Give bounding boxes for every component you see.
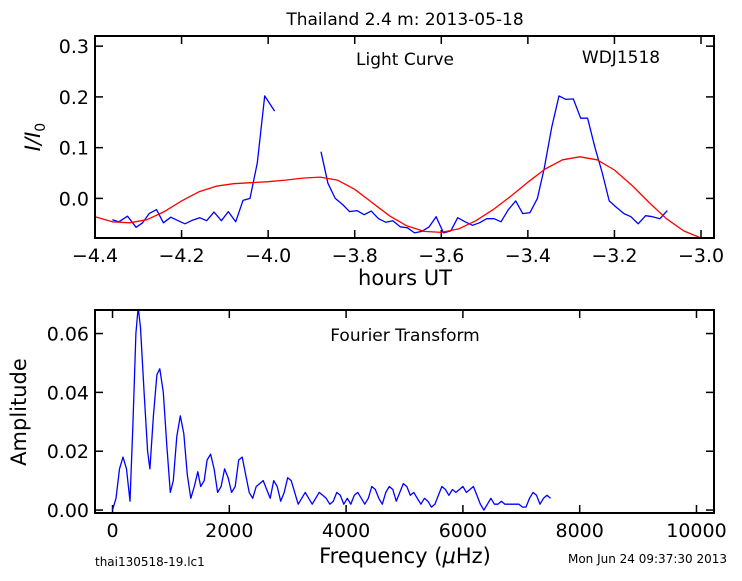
lc-xtick-label-0: −4.4 bbox=[72, 245, 118, 267]
lc-series-0-segment-1 bbox=[320, 95, 668, 234]
lc-xtick-label-5: −3.4 bbox=[505, 245, 551, 267]
fourier-y-label: Amplitude bbox=[7, 358, 31, 466]
fourier-x-label: Frequency (μHz) bbox=[319, 544, 491, 568]
lc-xtick-label-3: −3.8 bbox=[332, 245, 378, 267]
lc-xtick-label-7: −3.0 bbox=[678, 245, 724, 267]
lc-ytick-label-0: 0.0 bbox=[59, 188, 89, 210]
fourier-annotation: Fourier Transform bbox=[330, 326, 479, 346]
ft-series-0-segment-0 bbox=[111, 310, 551, 511]
fourier-panel: 0 2000 4000 6000 8000 10000 0.00 0.02 0.04 0.06 F… bbox=[7, 309, 727, 568]
light-curve-ticks: −4.4 −4.2 −4.0 −3.8 −3.6 −3.4 −3.2 −3.0 0.0 0.1 0.… bbox=[59, 36, 724, 267]
fourier-x-label-mu: μ bbox=[441, 544, 455, 568]
lc-ytick-label-2: 0.2 bbox=[59, 87, 89, 109]
ft-ytick-label-2: 0.04 bbox=[47, 382, 89, 404]
ft-ytick-label-1: 0.02 bbox=[47, 441, 89, 463]
footer-filename: thai130518-19.lc1 bbox=[95, 555, 205, 569]
fourier-ticks: 0 2000 4000 6000 8000 10000 0.00 0.02 0.04 0.06 bbox=[47, 310, 727, 542]
lc-xtick-label-2: −4.0 bbox=[245, 245, 291, 267]
lc-series-1-segment-0 bbox=[95, 156, 702, 238]
light-curve-series bbox=[95, 95, 702, 238]
footer-timestamp: Mon Jun 24 09:37:30 2013 bbox=[568, 552, 727, 566]
fourier-x-label-prefix: Frequency ( bbox=[319, 544, 442, 568]
figure-title: Thailand 2.4 m: 2013-05-18 bbox=[285, 10, 523, 30]
y-label-divider: / bbox=[21, 136, 45, 147]
lc-ytick-label-1: 0.1 bbox=[59, 138, 89, 160]
ft-ytick-label-3: 0.06 bbox=[47, 324, 89, 346]
fourier-series bbox=[111, 310, 551, 511]
light-curve-annotation: Light Curve bbox=[356, 50, 454, 70]
ft-ytick-label-0: 0.00 bbox=[47, 500, 89, 522]
y-label-intensity: I bbox=[21, 145, 45, 151]
light-curve-panel: −4.4 −4.2 −4.0 −3.8 −3.6 −3.4 −3.2 −3.0 0.0 0.1 0.… bbox=[21, 35, 724, 290]
fourier-frame bbox=[94, 309, 715, 514]
ft-xtick-label-1: 2000 bbox=[205, 520, 253, 542]
lc-xtick-label-4: −3.6 bbox=[418, 245, 464, 267]
y-label-reference: I bbox=[21, 132, 45, 138]
lc-ytick-label-3: 0.3 bbox=[59, 36, 89, 58]
y-label-subscript: 0 bbox=[33, 123, 49, 132]
ft-xtick-label-3: 6000 bbox=[439, 520, 487, 542]
ft-xtick-label-5: 10000 bbox=[666, 520, 726, 542]
ft-xtick-label-2: 4000 bbox=[322, 520, 370, 542]
fourier-x-label-suffix: Hz) bbox=[456, 544, 491, 568]
lc-series-0-segment-0 bbox=[112, 95, 276, 228]
lc-xtick-label-1: −4.2 bbox=[159, 245, 205, 267]
light-curve-y-label: I/I0 bbox=[21, 123, 49, 151]
ft-xtick-label-0: 0 bbox=[106, 520, 118, 542]
lc-xtick-label-6: −3.2 bbox=[591, 245, 637, 267]
ft-xtick-label-4: 8000 bbox=[556, 520, 604, 542]
light-curve-x-label: hours UT bbox=[358, 266, 452, 290]
object-label: WDJ1518 bbox=[582, 48, 660, 68]
light-curve-frame bbox=[94, 35, 715, 239]
